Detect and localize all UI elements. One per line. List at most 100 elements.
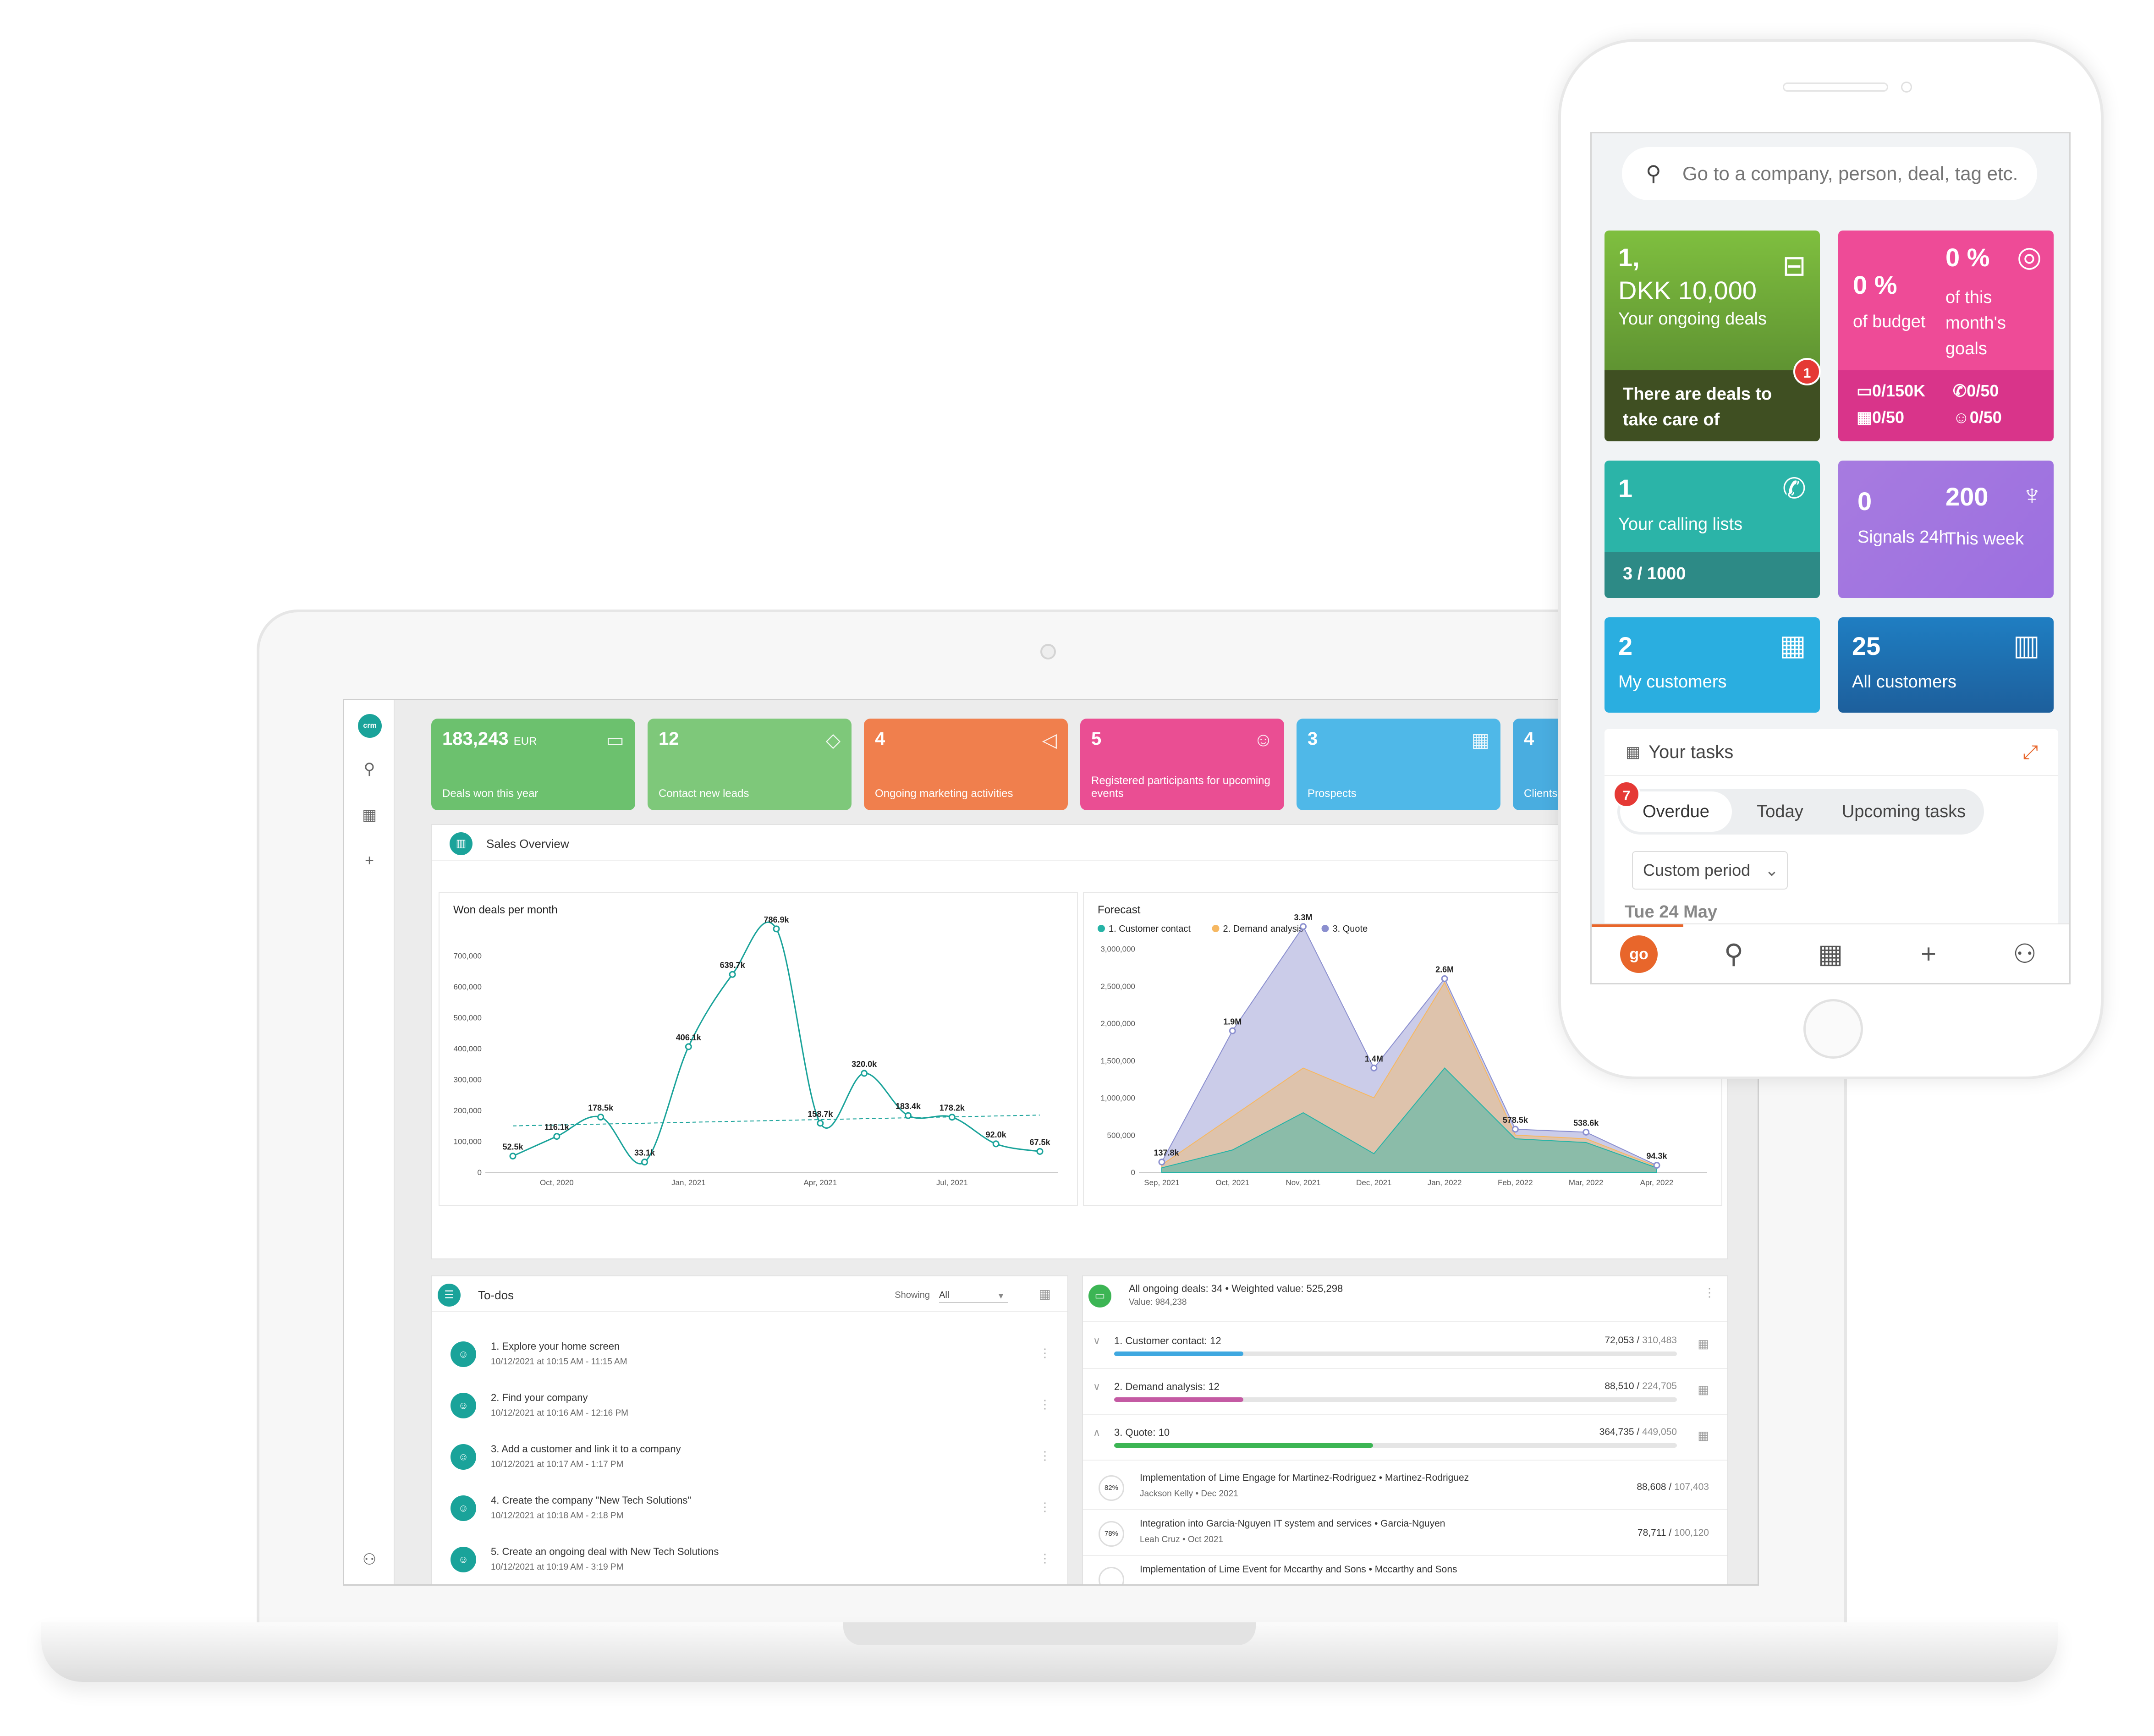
calendar-icon: ▦: [1626, 743, 1641, 761]
y-tick-label: 200,000: [454, 1106, 482, 1115]
more-icon[interactable]: ⋮: [1039, 1500, 1051, 1514]
todo-item[interactable]: ☺ 1. Explore your home screen 10/12/2021 a…: [451, 1336, 1074, 1386]
chart-title: Won deals per month: [453, 904, 558, 916]
all-customers-tile[interactable]: 25 All customers ▥: [1838, 617, 2054, 713]
plus-icon[interactable]: +: [1921, 939, 1936, 969]
todo-item[interactable]: ☺ 5. Create an ongoing deal with New Tech…: [451, 1541, 1074, 1584]
kpi-card[interactable]: 3 Prospects ▦: [1297, 719, 1500, 810]
kpi-card[interactable]: 183,243 EUR Deals won this year ▭: [431, 719, 635, 810]
calendar-icon: ▦: [1857, 408, 1873, 427]
showing-select[interactable]: All ▾: [939, 1287, 1008, 1303]
y-tick-label: 300,000: [454, 1076, 482, 1084]
kpi-card[interactable]: 4 Ongoing marketing activities ◁: [864, 719, 1068, 810]
grid-icon[interactable]: ▦: [1698, 1383, 1709, 1396]
kpi-card[interactable]: 5 Registered participants for upcoming e…: [1080, 719, 1284, 810]
data-label: 2.6M: [1435, 965, 1454, 974]
chevron-down-icon: ∨: [1093, 1381, 1101, 1392]
bottom-nav: go ⚲ ▦ + ⚇: [1592, 923, 2069, 983]
data-point: [1370, 1065, 1378, 1071]
legend-marker: [1212, 925, 1220, 932]
x-tick-label: Jan, 2021: [671, 1178, 706, 1187]
grid-icon[interactable]: ▦: [362, 806, 377, 824]
y-tick-label: 500,000: [1107, 1131, 1135, 1140]
search-bar[interactable]: ⚲: [1622, 147, 2037, 200]
legend-marker: [1098, 925, 1105, 932]
data-point: [817, 1120, 824, 1127]
data-point: [773, 925, 780, 933]
my-customers-tile[interactable]: 2 My customers ▦: [1605, 617, 1820, 713]
tab-today[interactable]: Today: [1757, 802, 1803, 821]
data-label: 406.1k: [676, 1033, 702, 1042]
laptop-camera: [1040, 644, 1056, 659]
more-icon[interactable]: ⋮: [1703, 1286, 1715, 1299]
search-icon[interactable]: ⚲: [363, 760, 375, 778]
calls-stat: ✆0/50: [1953, 381, 1999, 400]
deal-row[interactable]: 78% Integration into Garcia-Nguyen IT sy…: [1083, 1510, 1727, 1556]
data-label: 3.3M: [1294, 913, 1313, 922]
go-logo[interactable]: go: [1620, 935, 1658, 973]
user-icon[interactable]: ⚇: [362, 1551, 377, 1568]
money-icon: ▭: [606, 729, 624, 751]
y-tick-label: 1,000,000: [1100, 1094, 1135, 1103]
data-point: [861, 1070, 868, 1077]
antenna-icon: ♆: [2021, 479, 2043, 511]
plus-icon[interactable]: +: [365, 852, 374, 869]
tab-overdue[interactable]: Overdue: [1620, 791, 1732, 832]
y-tick-label: 2,000,000: [1100, 1019, 1135, 1028]
todo-item[interactable]: ☺ 3. Add a customer and link it to a comp…: [451, 1439, 1074, 1489]
todo-item[interactable]: ☺ 2. Find your company 10/12/2021 at 10:16…: [451, 1387, 1074, 1438]
phone-home-button[interactable]: [1803, 999, 1863, 1059]
grid-icon[interactable]: ▦: [1698, 1337, 1709, 1351]
x-tick-label: Mar, 2022: [1569, 1178, 1604, 1187]
stage-progress: [1114, 1443, 1677, 1448]
more-icon[interactable]: ⋮: [1039, 1449, 1051, 1462]
probability-badge: [1099, 1567, 1124, 1584]
target-icon: ◎: [2017, 241, 2042, 273]
stage-row[interactable]: ∧ 3. Quote: 10 364,735 / 449,050 ▦: [1083, 1415, 1727, 1461]
calling-progress: 3 / 1000: [1605, 552, 1820, 598]
grid-icon[interactable]: ▦: [1698, 1428, 1709, 1442]
deals-alert[interactable]: There are deals to take care of: [1605, 370, 1820, 441]
data-label: 178.5k: [588, 1104, 614, 1113]
x-tick-label: Oct, 2021: [1215, 1178, 1249, 1187]
mobile-app-screen: ⚲ 1, DKK 10,000 Your ongoing deals ⊟ The…: [1590, 132, 2071, 984]
period-select[interactable]: Custom period ⌄: [1632, 851, 1788, 890]
more-icon[interactable]: ⋮: [1039, 1397, 1051, 1411]
stage-row[interactable]: ∨ 1. Customer contact: 12 72,053 / 310,4…: [1083, 1323, 1727, 1369]
data-point: [1653, 1162, 1660, 1169]
grid-icon[interactable]: ▦: [1039, 1287, 1051, 1301]
y-tick-label: 2,500,000: [1100, 982, 1135, 991]
x-tick-label: Apr, 2022: [1640, 1178, 1674, 1187]
phone-speaker: [1783, 82, 1888, 92]
visits-stat: ☺0/50: [1953, 408, 2002, 427]
data-point: [1511, 1126, 1519, 1133]
search-input[interactable]: [1681, 161, 2021, 187]
y-tick-label: 700,000: [454, 952, 482, 961]
more-icon[interactable]: ⋮: [1039, 1551, 1051, 1565]
people-icon: ☺: [1953, 408, 1970, 427]
stage-row[interactable]: ∨ 2. Demand analysis: 12 88,510 / 224,70…: [1083, 1369, 1727, 1415]
more-icon[interactable]: ⋮: [1039, 1346, 1051, 1360]
deal-row[interactable]: Implementation of Lime Event for Mccarth…: [1083, 1556, 1727, 1584]
legend-label: 1. Customer contact: [1109, 924, 1191, 934]
signals-tile[interactable]: 0 Signals 24h 200 This week ♆: [1838, 461, 2054, 598]
calling-lists-tile[interactable]: 1 Your calling lists ✆ 3 / 1000: [1605, 461, 1820, 598]
ongoing-deals-tile[interactable]: 1, DKK 10,000 Your ongoing deals ⊟ There…: [1605, 231, 1820, 441]
kpi-card[interactable]: 12 Contact new leads ◇: [648, 719, 852, 810]
user-icon[interactable]: ⚇: [2013, 939, 2037, 969]
data-label: 116.1k: [544, 1123, 570, 1132]
search-icon[interactable]: ⚲: [1724, 939, 1744, 969]
todo-item[interactable]: ☺ 4. Create the company "New Tech Solutio…: [451, 1490, 1074, 1540]
data-point: [1300, 923, 1307, 930]
data-label: 1.4M: [1365, 1055, 1383, 1064]
budget-tile[interactable]: 0 % of budget 0 % of this month's goals …: [1838, 231, 2054, 441]
grid-icon[interactable]: ▦: [1818, 939, 1843, 969]
expand-icon[interactable]: ⤢: [2022, 741, 2038, 763]
deal-row[interactable]: 82% Implementation of Lime Engage for Ma…: [1083, 1464, 1727, 1510]
legend-marker: [1321, 925, 1329, 932]
crm-logo[interactable]: crm: [358, 714, 382, 738]
y-tick-label: 0: [478, 1168, 482, 1177]
data-point: [641, 1159, 648, 1166]
tab-upcoming[interactable]: Upcoming tasks: [1841, 802, 1966, 821]
phone-icon: ✆: [1953, 381, 1967, 400]
